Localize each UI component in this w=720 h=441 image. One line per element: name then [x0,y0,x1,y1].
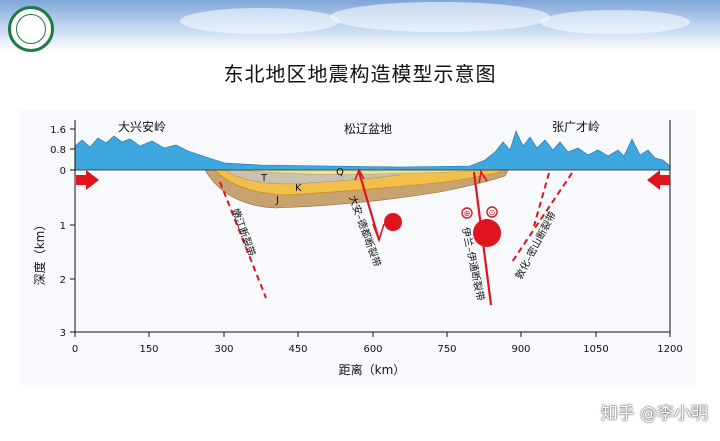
fault-arrow-down-icon [372,223,385,243]
x-tick-label: 150 [139,344,158,355]
topography-mountains [74,130,671,171]
watermark: 知乎 @李小明 [600,404,708,424]
fault-nenjiang [219,181,267,299]
fault-arrow-up-icon [354,168,365,181]
fault-arrow-up-icon [478,169,488,184]
y-tick-label: 2 [60,275,66,286]
compression-arrow-right [647,170,670,190]
stratum-label-T: T [260,173,268,184]
x-tick-label: 300 [214,344,233,355]
cloud-decoration [540,10,690,34]
x-tick-label: 900 [511,344,530,355]
y-elevation-ticks: 1.6 0.8 0 [50,125,75,177]
stratum-label-J: J [275,195,279,206]
y-tick-label: 0 [60,166,66,177]
earthquake-focus-small [384,213,402,231]
x-tick-label: 1050 [583,344,608,355]
x-axis-label: 距离（km） [339,362,406,377]
fault-daan-dedu [357,171,381,241]
out-of-page-symbol-icon [486,206,498,218]
x-tick-label: 1200 [657,344,682,355]
x-tick-label: 0 [72,344,78,355]
y-tick-label: 3 [60,328,66,339]
region-label-songliao-basin: 松辽盆地 [344,122,392,136]
x-tick-label: 750 [437,344,456,355]
into-page-symbol-icon [461,207,473,219]
y-tick-label: 1 [60,221,66,232]
compression-arrow-left [76,170,99,190]
seal-inner-ring [16,14,46,44]
x-tick-label: 600 [363,344,382,355]
fault-dunhua-mishan-east [511,172,573,263]
y-tick-label: 1.6 [50,125,66,136]
out-of-page-symbol-text: ⊙ [489,208,496,217]
header-banner [0,0,720,52]
fault-dunhua-mishan-west [533,172,550,227]
y-tick-label: 0.8 [50,145,66,156]
university-seal-icon [8,6,54,52]
stratum-label-Q: Q [336,167,344,178]
earthquake-focus-large [473,219,501,247]
cloud-decoration [180,8,340,34]
stratum-label-K: K [295,183,302,194]
cloud-decoration [330,2,550,32]
page-title: 东北地区地震构造模型示意图 [223,62,497,86]
x-tick-label: 450 [288,344,307,355]
y-axis-label: 深度（km） [32,219,47,286]
region-label-daxinganling: 大兴安岭 [118,119,166,134]
x-axis-ticks: 0 150 300 450 600 750 900 1050 1200 [72,332,683,355]
layer-Q [239,169,491,175]
into-page-symbol-text: ⊕ [464,209,471,218]
region-label-zhangguangcailing: 张广才岭 [552,120,600,134]
y-depth-ticks: 1 2 3 [60,221,75,339]
